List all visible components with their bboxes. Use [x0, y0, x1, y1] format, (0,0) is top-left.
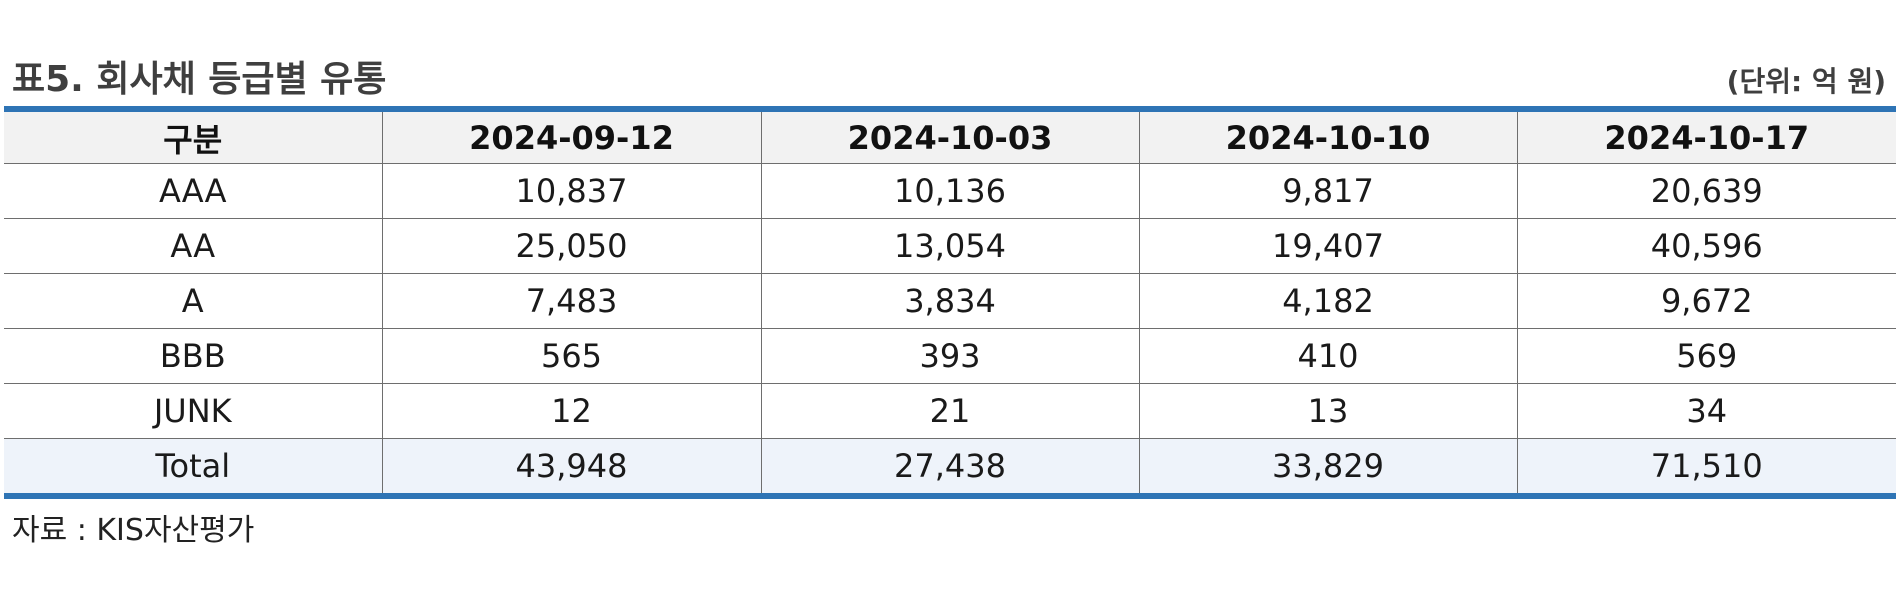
- table-cell: 71,510: [1517, 439, 1896, 497]
- bond-grade-table: 구분 2024-09-12 2024-10-03 2024-10-10 2024…: [4, 106, 1896, 499]
- table-cell: 40,596: [1517, 219, 1896, 274]
- table-cell: 9,672: [1517, 274, 1896, 329]
- table-row: AAA 10,837 10,136 9,817 20,639: [4, 164, 1896, 219]
- total-row: Total 43,948 27,438 33,829 71,510: [4, 439, 1896, 497]
- column-header-date: 2024-09-12: [382, 109, 761, 164]
- table-cell: 10,136: [761, 164, 1139, 219]
- unit-label: (단위: 억 원): [1727, 60, 1886, 100]
- table-cell: 33,829: [1139, 439, 1517, 497]
- table-container: 구분 2024-09-12 2024-10-03 2024-10-10 2024…: [4, 106, 1896, 499]
- column-header-date: 2024-10-17: [1517, 109, 1896, 164]
- table-cell: 4,182: [1139, 274, 1517, 329]
- table-cell: 43,948: [382, 439, 761, 497]
- header-row: 구분 2024-09-12 2024-10-03 2024-10-10 2024…: [4, 109, 1896, 164]
- column-header-date: 2024-10-03: [761, 109, 1139, 164]
- table-cell: 10,837: [382, 164, 761, 219]
- table-cell: 20,639: [1517, 164, 1896, 219]
- table-row: BBB 565 393 410 569: [4, 329, 1896, 384]
- title-row: 표5. 회사채 등급별 유통 (단위: 억 원): [12, 50, 1886, 104]
- row-label: AAA: [4, 164, 382, 219]
- row-label: BBB: [4, 329, 382, 384]
- table-cell: 19,407: [1139, 219, 1517, 274]
- table-cell: 565: [382, 329, 761, 384]
- table-row: AA 25,050 13,054 19,407 40,596: [4, 219, 1896, 274]
- column-header-category: 구분: [4, 109, 382, 164]
- row-label: Total: [4, 439, 382, 497]
- table-row: A 7,483 3,834 4,182 9,672: [4, 274, 1896, 329]
- table-cell: 13: [1139, 384, 1517, 439]
- table-cell: 410: [1139, 329, 1517, 384]
- table-row: JUNK 12 21 13 34: [4, 384, 1896, 439]
- table-title: 표5. 회사채 등급별 유통: [12, 50, 386, 102]
- table-cell: 34: [1517, 384, 1896, 439]
- table-cell: 569: [1517, 329, 1896, 384]
- table-cell: 3,834: [761, 274, 1139, 329]
- table-cell: 21: [761, 384, 1139, 439]
- table-cell: 9,817: [1139, 164, 1517, 219]
- column-header-date: 2024-10-10: [1139, 109, 1517, 164]
- table-cell: 25,050: [382, 219, 761, 274]
- row-label: A: [4, 274, 382, 329]
- row-label: AA: [4, 219, 382, 274]
- row-label: JUNK: [4, 384, 382, 439]
- table-cell: 12: [382, 384, 761, 439]
- source-note: 자료 : KIS자산평가: [12, 505, 254, 549]
- table-cell: 7,483: [382, 274, 761, 329]
- table-cell: 27,438: [761, 439, 1139, 497]
- table-cell: 13,054: [761, 219, 1139, 274]
- table-cell: 393: [761, 329, 1139, 384]
